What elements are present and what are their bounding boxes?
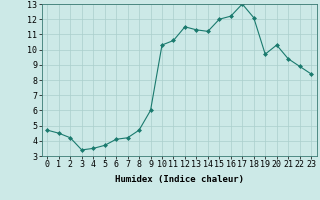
X-axis label: Humidex (Indice chaleur): Humidex (Indice chaleur) [115,175,244,184]
